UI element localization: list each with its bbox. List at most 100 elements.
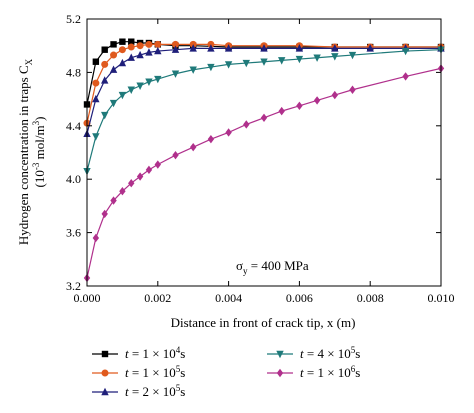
data-point [207,63,215,72]
data-point [154,160,161,169]
x-tick-label: 0.004 [215,291,242,305]
legend-marker [101,369,109,377]
data-point [313,54,321,62]
x-tick-label: 0.006 [286,291,313,305]
series-2 [83,44,445,138]
y-tick-label: 4.8 [66,65,81,79]
y-tick-label: 3.6 [66,226,81,240]
data-point [348,51,357,60]
data-point [101,46,108,53]
legend-item: t = 1 × 104s [92,345,185,361]
data-point [349,85,356,94]
series-line [86,49,442,172]
legend-marker [276,350,284,359]
data-point [366,44,374,52]
data-point [331,90,338,100]
legend-label: t = 4 × 105s [300,345,360,361]
data-point [260,113,268,122]
y-axis-title-line1: Hydrogen concentration in traps CX [16,58,34,245]
axes: 0.000 0.002 0.004 0.006 0.008 0.010 3.2 3.6 4.0 4… [66,12,455,305]
legend-item: t = 4 × 105s [267,345,360,361]
data-point [109,65,118,73]
x-tick-label: 0.008 [357,291,384,305]
data-point [119,38,126,45]
x-tick-label: 0.002 [144,291,171,305]
data-point [136,42,144,50]
y-tick-label: 4.0 [66,172,81,186]
data-point [101,111,109,120]
legend-marker [276,368,284,378]
legend-label: t = 1 × 105s [125,364,185,380]
data-point [224,61,233,69]
data-point [331,53,339,61]
data-point [136,172,144,181]
x-axis-title: Distance in front of crack tip, x (m) [171,315,356,330]
data-point [189,66,197,74]
data-point [118,91,127,100]
data-point [154,40,162,48]
data-point [402,72,409,81]
legend-item: t = 1 × 105s [92,364,185,380]
data-point [224,44,233,52]
data-point [207,44,215,52]
data-point [207,134,215,144]
data-point [110,41,117,48]
data-point [128,38,135,45]
data-point [119,187,126,196]
series-4 [83,64,445,283]
legend-label: t = 2 × 105s [125,383,185,399]
data-point [145,165,153,175]
data-point [92,233,100,243]
data-point [118,58,127,67]
y-tick-label: 4.4 [66,119,81,133]
data-point [118,46,126,54]
x-tick-label: 0.000 [74,291,101,305]
data-point [92,133,100,141]
legend-label: t = 1 × 104s [125,345,185,361]
data-point [136,82,144,90]
data-point [127,53,135,61]
plot-frame [86,18,442,287]
data-point [225,128,232,137]
data-point [172,40,179,48]
data-point [127,86,135,94]
data-point [154,75,162,84]
data-point [242,59,250,68]
data-point [145,78,153,86]
data-point [101,209,108,219]
y-axis-title: Hydrogen concentration in traps CX (10-3… [16,58,47,245]
data-point [295,44,304,52]
data-point [171,70,180,78]
data-point [243,120,250,129]
data-point [128,179,135,188]
legend-marker [101,387,109,396]
data-point [109,99,118,108]
data-point [154,46,162,55]
data-point [110,196,117,205]
data-point [127,43,135,51]
data-point [190,142,197,152]
y-tick-label: 5.2 [66,12,81,26]
data-point [260,58,268,66]
data-point [101,60,109,68]
data-point [92,79,100,87]
data-point [278,57,286,65]
series-3 [83,46,445,176]
series-line [86,67,442,279]
legend-item: t = 2 × 105s [92,383,185,399]
data-point [136,50,144,59]
data-point [92,94,100,103]
data-point [110,51,118,59]
data-point [171,45,180,53]
data-point [145,40,153,48]
x-tick-label: 0.010 [428,291,455,305]
data-point [278,106,285,116]
data-point [313,96,321,105]
data-point [101,76,109,84]
data-point [295,55,304,64]
data-point [189,44,197,52]
plot-area [83,38,445,283]
data-point [401,47,410,56]
data-point [296,101,303,110]
